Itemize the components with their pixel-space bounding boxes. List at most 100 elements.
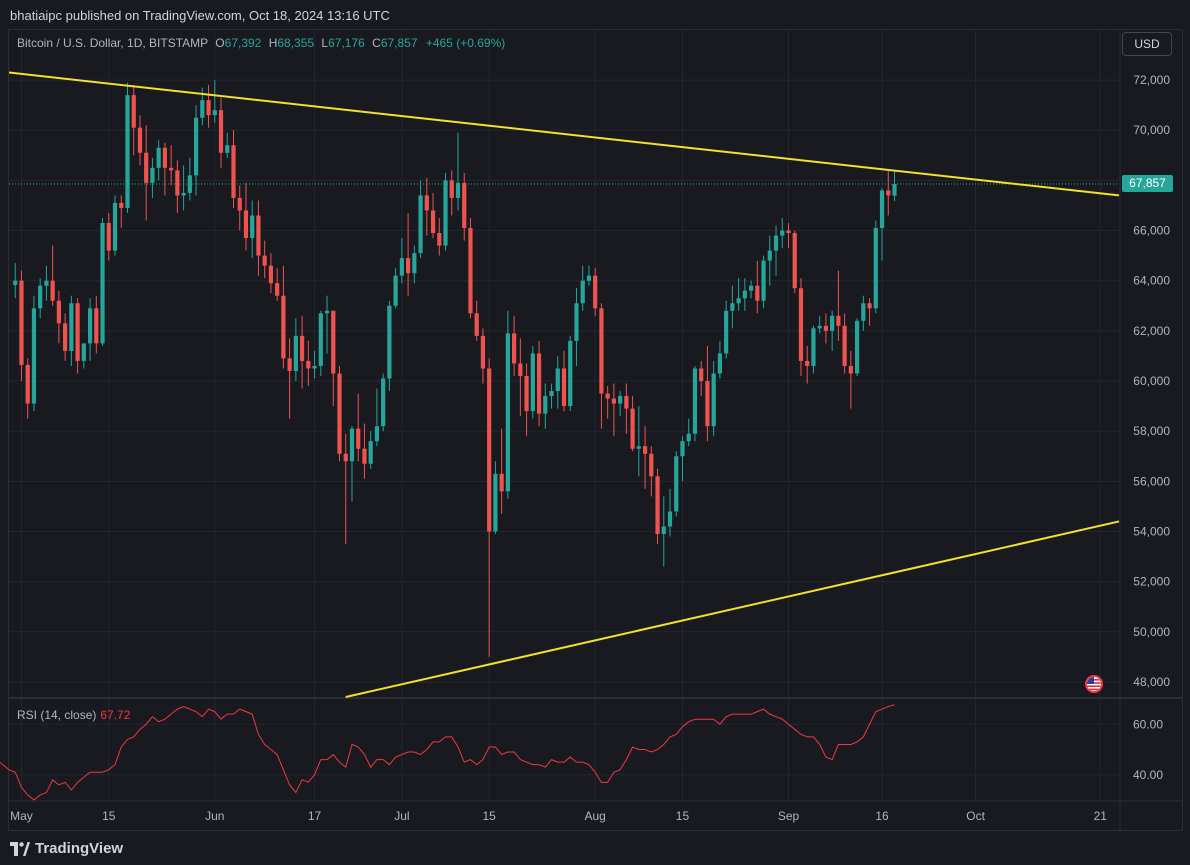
symbol-legend: Bitcoin / U.S. Dollar, 1D, BITSTAMP O67,…	[17, 36, 505, 50]
candle-body	[437, 233, 442, 246]
candle-body	[624, 396, 629, 409]
candle-body	[842, 325, 847, 366]
candle-body	[561, 368, 567, 407]
candle-body	[187, 175, 192, 193]
trendline	[345, 520, 1120, 698]
candle-body	[181, 192, 186, 196]
candle-body	[593, 275, 598, 309]
candle-body	[268, 265, 274, 284]
candle-body	[836, 315, 841, 326]
time-axis-label: 15	[102, 809, 116, 823]
tradingview-logo-text: TradingView	[35, 840, 124, 857]
footer-bar: TradingView	[0, 836, 1190, 865]
candle-body	[306, 360, 311, 369]
candle-body	[243, 210, 249, 239]
candle-body	[250, 215, 255, 239]
candle-body	[275, 283, 280, 296]
price-axis-label: 66,000	[1133, 224, 1170, 238]
candle-body	[125, 95, 130, 208]
candle-body	[418, 195, 423, 254]
candle-body	[349, 428, 355, 462]
candle-body	[368, 441, 373, 464]
candle-body	[218, 110, 224, 153]
rsi-axis-label: 40.00	[1133, 768, 1163, 782]
candle-body	[455, 182, 461, 198]
price-axis-label: 48,000	[1133, 675, 1170, 689]
price-axis-label: 50,000	[1133, 625, 1170, 639]
change-value: +465 (+0.69%)	[425, 36, 506, 50]
price-axis-label: 64,000	[1133, 274, 1170, 288]
candle-body	[530, 353, 535, 412]
us-flag-event-icon[interactable]	[1085, 675, 1104, 694]
candle-body	[25, 364, 30, 404]
price-axis-label: 56,000	[1133, 474, 1170, 488]
currency-button[interactable]: USD	[1122, 32, 1172, 56]
candle-body	[31, 308, 37, 404]
candle-body	[580, 280, 585, 304]
candle-body	[287, 358, 292, 371]
symbol-name: Bitcoin / U.S. Dollar, 1D, BITSTAMP	[17, 36, 208, 50]
price-axis-label: 62,000	[1133, 324, 1170, 338]
candle-body	[406, 258, 411, 274]
candle-body	[487, 368, 492, 532]
time-axis-label: 21	[1094, 809, 1108, 823]
candle-body	[293, 335, 298, 371]
candle-body	[667, 511, 673, 527]
candle-body	[892, 183, 897, 196]
candle-body	[362, 448, 367, 464]
candle-body	[231, 145, 236, 198]
candle-body	[879, 190, 885, 229]
candle-body	[705, 381, 710, 427]
candle-body	[468, 228, 473, 314]
last-price-tag: 67,857	[1122, 175, 1173, 193]
candle-body	[206, 100, 211, 116]
candle-body	[412, 253, 417, 274]
candle-body	[480, 335, 486, 369]
candle-body	[574, 303, 579, 341]
candle-body	[848, 365, 853, 374]
candle-body	[661, 526, 666, 534]
candle-body	[493, 473, 498, 532]
candle-body	[568, 340, 573, 407]
candle-body	[605, 393, 610, 399]
candle-body	[462, 182, 467, 229]
time-axis-label: 15	[676, 809, 690, 823]
candle-body	[356, 428, 361, 449]
candle-body	[555, 368, 560, 392]
price-axis-label: 72,000	[1133, 73, 1170, 87]
time-axis-label: Sep	[778, 809, 800, 823]
candle-body	[792, 233, 797, 289]
price-axis-label: 60,000	[1133, 374, 1170, 388]
open-value: 67,392	[224, 36, 262, 50]
price-axis-label: 54,000	[1133, 524, 1170, 538]
candle-body	[499, 473, 504, 492]
candle-body	[399, 258, 404, 276]
candle-body	[755, 285, 760, 301]
candle-body	[724, 310, 729, 354]
low-value: 67,176	[328, 36, 365, 50]
candle-body	[262, 255, 267, 266]
candle-body	[854, 320, 860, 374]
candle-body	[144, 152, 149, 183]
time-axis-label: 16	[875, 809, 889, 823]
candle-body	[636, 446, 641, 449]
candle-body	[692, 368, 698, 434]
candle-body	[44, 280, 49, 286]
candle-body	[162, 147, 167, 168]
candle-body	[811, 328, 816, 366]
candle-body	[193, 117, 199, 176]
candle-body	[873, 228, 878, 309]
time-axis-label: Jul	[394, 809, 409, 823]
candle-body	[81, 343, 86, 361]
candle-body	[337, 373, 342, 454]
candle-body	[717, 353, 722, 374]
candle-body	[736, 298, 741, 304]
candle-body	[680, 441, 685, 457]
candle-body	[599, 308, 604, 394]
time-axis-label: Aug	[585, 809, 606, 823]
candle-body	[424, 195, 429, 211]
candle-body	[100, 223, 105, 344]
rsi-value: 67.72	[100, 708, 131, 722]
tradingview-logo[interactable]: TradingView	[10, 840, 123, 857]
